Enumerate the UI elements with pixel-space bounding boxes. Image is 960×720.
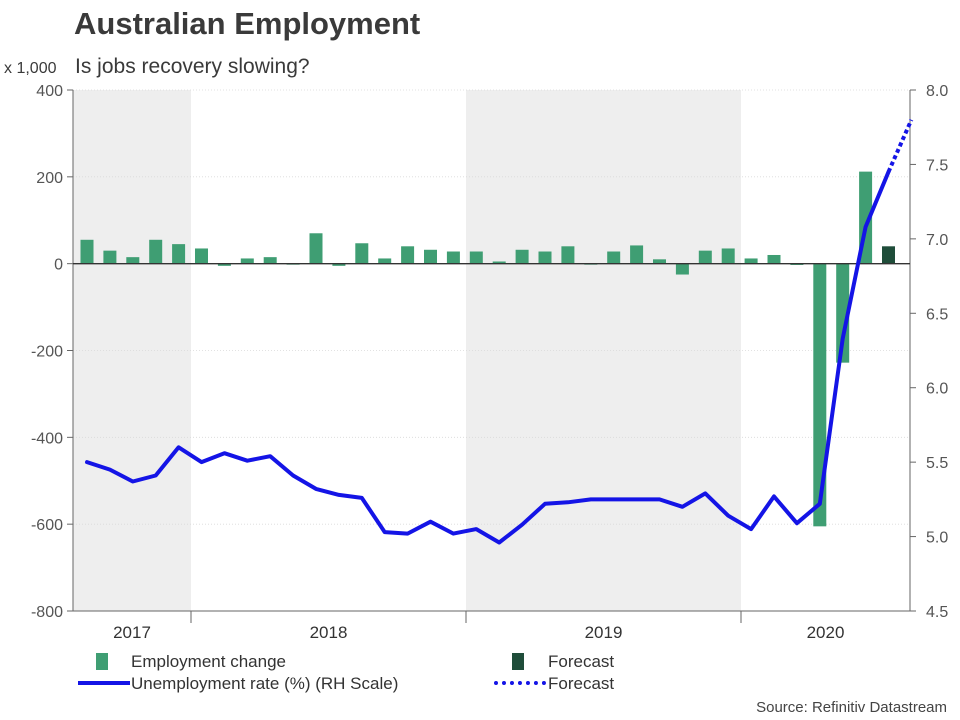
source-note: Source: Refinitiv Datastream <box>756 699 947 716</box>
employment-change-bar <box>126 257 140 264</box>
employment-change-bar <box>195 248 208 264</box>
left-tick-label: 400 <box>36 83 63 100</box>
chart-subtitle: Is jobs recovery slowing? <box>75 55 310 78</box>
legend-label-forecast-bar: Forecast <box>548 652 615 671</box>
employment-change-bar <box>332 263 346 266</box>
left-tick-label: 0 <box>54 257 63 274</box>
employment-change-bar <box>240 258 254 264</box>
x-year-label: 2018 <box>310 623 348 642</box>
employment-change-bar <box>149 239 163 264</box>
right-tick-label: 7.0 <box>926 232 948 249</box>
employment-change-bar <box>378 258 392 264</box>
right-tick-label: 5.5 <box>926 455 948 472</box>
left-tick-label: 200 <box>36 170 63 187</box>
legend-label-forecast-line: Forecast <box>548 674 615 693</box>
unemployment-rate-line <box>85 169 891 545</box>
x-year-label: 2017 <box>113 623 151 642</box>
employment-change-bar <box>538 251 552 264</box>
legend-swatch-employment-change <box>96 653 108 670</box>
left-tick-label: -400 <box>31 430 63 447</box>
right-tick-label: 7.5 <box>926 157 948 174</box>
legend-label-unemployment-line: Unemployment rate (%) (RH Scale) <box>131 674 399 693</box>
legend-swatch-unemployment-line <box>78 681 130 685</box>
employment-change-bar <box>767 254 781 264</box>
employment-change-bar <box>675 263 689 275</box>
employment-change-bar <box>492 261 506 264</box>
forecast-bar <box>882 246 895 264</box>
employment-change-bar <box>446 251 460 264</box>
employment-change-bar <box>813 263 827 527</box>
employment-change-bar <box>836 263 850 363</box>
employment-change-bar <box>607 251 621 264</box>
employment-change-bar <box>263 257 277 264</box>
unemployment-forecast-line <box>886 118 914 173</box>
employment-change-bar <box>217 263 231 266</box>
employment-change-bar <box>698 250 712 264</box>
employment-change-bar <box>630 245 644 264</box>
employment-change-bar <box>401 246 415 264</box>
employment-change-bar <box>790 263 804 265</box>
x-year-label: 2019 <box>585 623 623 642</box>
legend-swatch-forecast-line <box>494 681 546 685</box>
x-year-label: 2020 <box>807 623 845 642</box>
right-tick-label: 5.0 <box>926 530 948 547</box>
employment-change-bar <box>103 250 117 264</box>
left-tick-label: -200 <box>31 344 63 361</box>
legend-label-employment-change: Employment change <box>131 652 286 671</box>
employment-change-bar <box>721 248 735 264</box>
employment-change-bar <box>172 244 186 264</box>
right-tick-label: 4.5 <box>926 604 948 621</box>
legend-swatch-forecast-bar <box>512 653 524 670</box>
left-tick-label: -800 <box>31 604 63 621</box>
employment-change-bar <box>653 259 666 264</box>
employment-change-bar <box>355 243 369 264</box>
employment-change-bar <box>744 258 758 264</box>
employment-change-bar <box>515 249 529 264</box>
right-tick-label: 8.0 <box>926 83 948 100</box>
employment-change-bar <box>80 239 94 264</box>
right-tick-label: 6.5 <box>926 306 948 323</box>
left-axis-unit-label: x 1,000 <box>4 60 57 77</box>
right-tick-label: 6.0 <box>926 381 948 398</box>
employment-change-bar <box>309 233 323 264</box>
left-tick-label: -600 <box>31 517 63 534</box>
employment-change-bar <box>561 246 575 264</box>
employment-change-bar <box>469 251 483 264</box>
shaded-band-2017 <box>73 90 191 611</box>
employment-change-bar <box>424 249 437 264</box>
chart-title: Australian Employment <box>74 6 421 41</box>
